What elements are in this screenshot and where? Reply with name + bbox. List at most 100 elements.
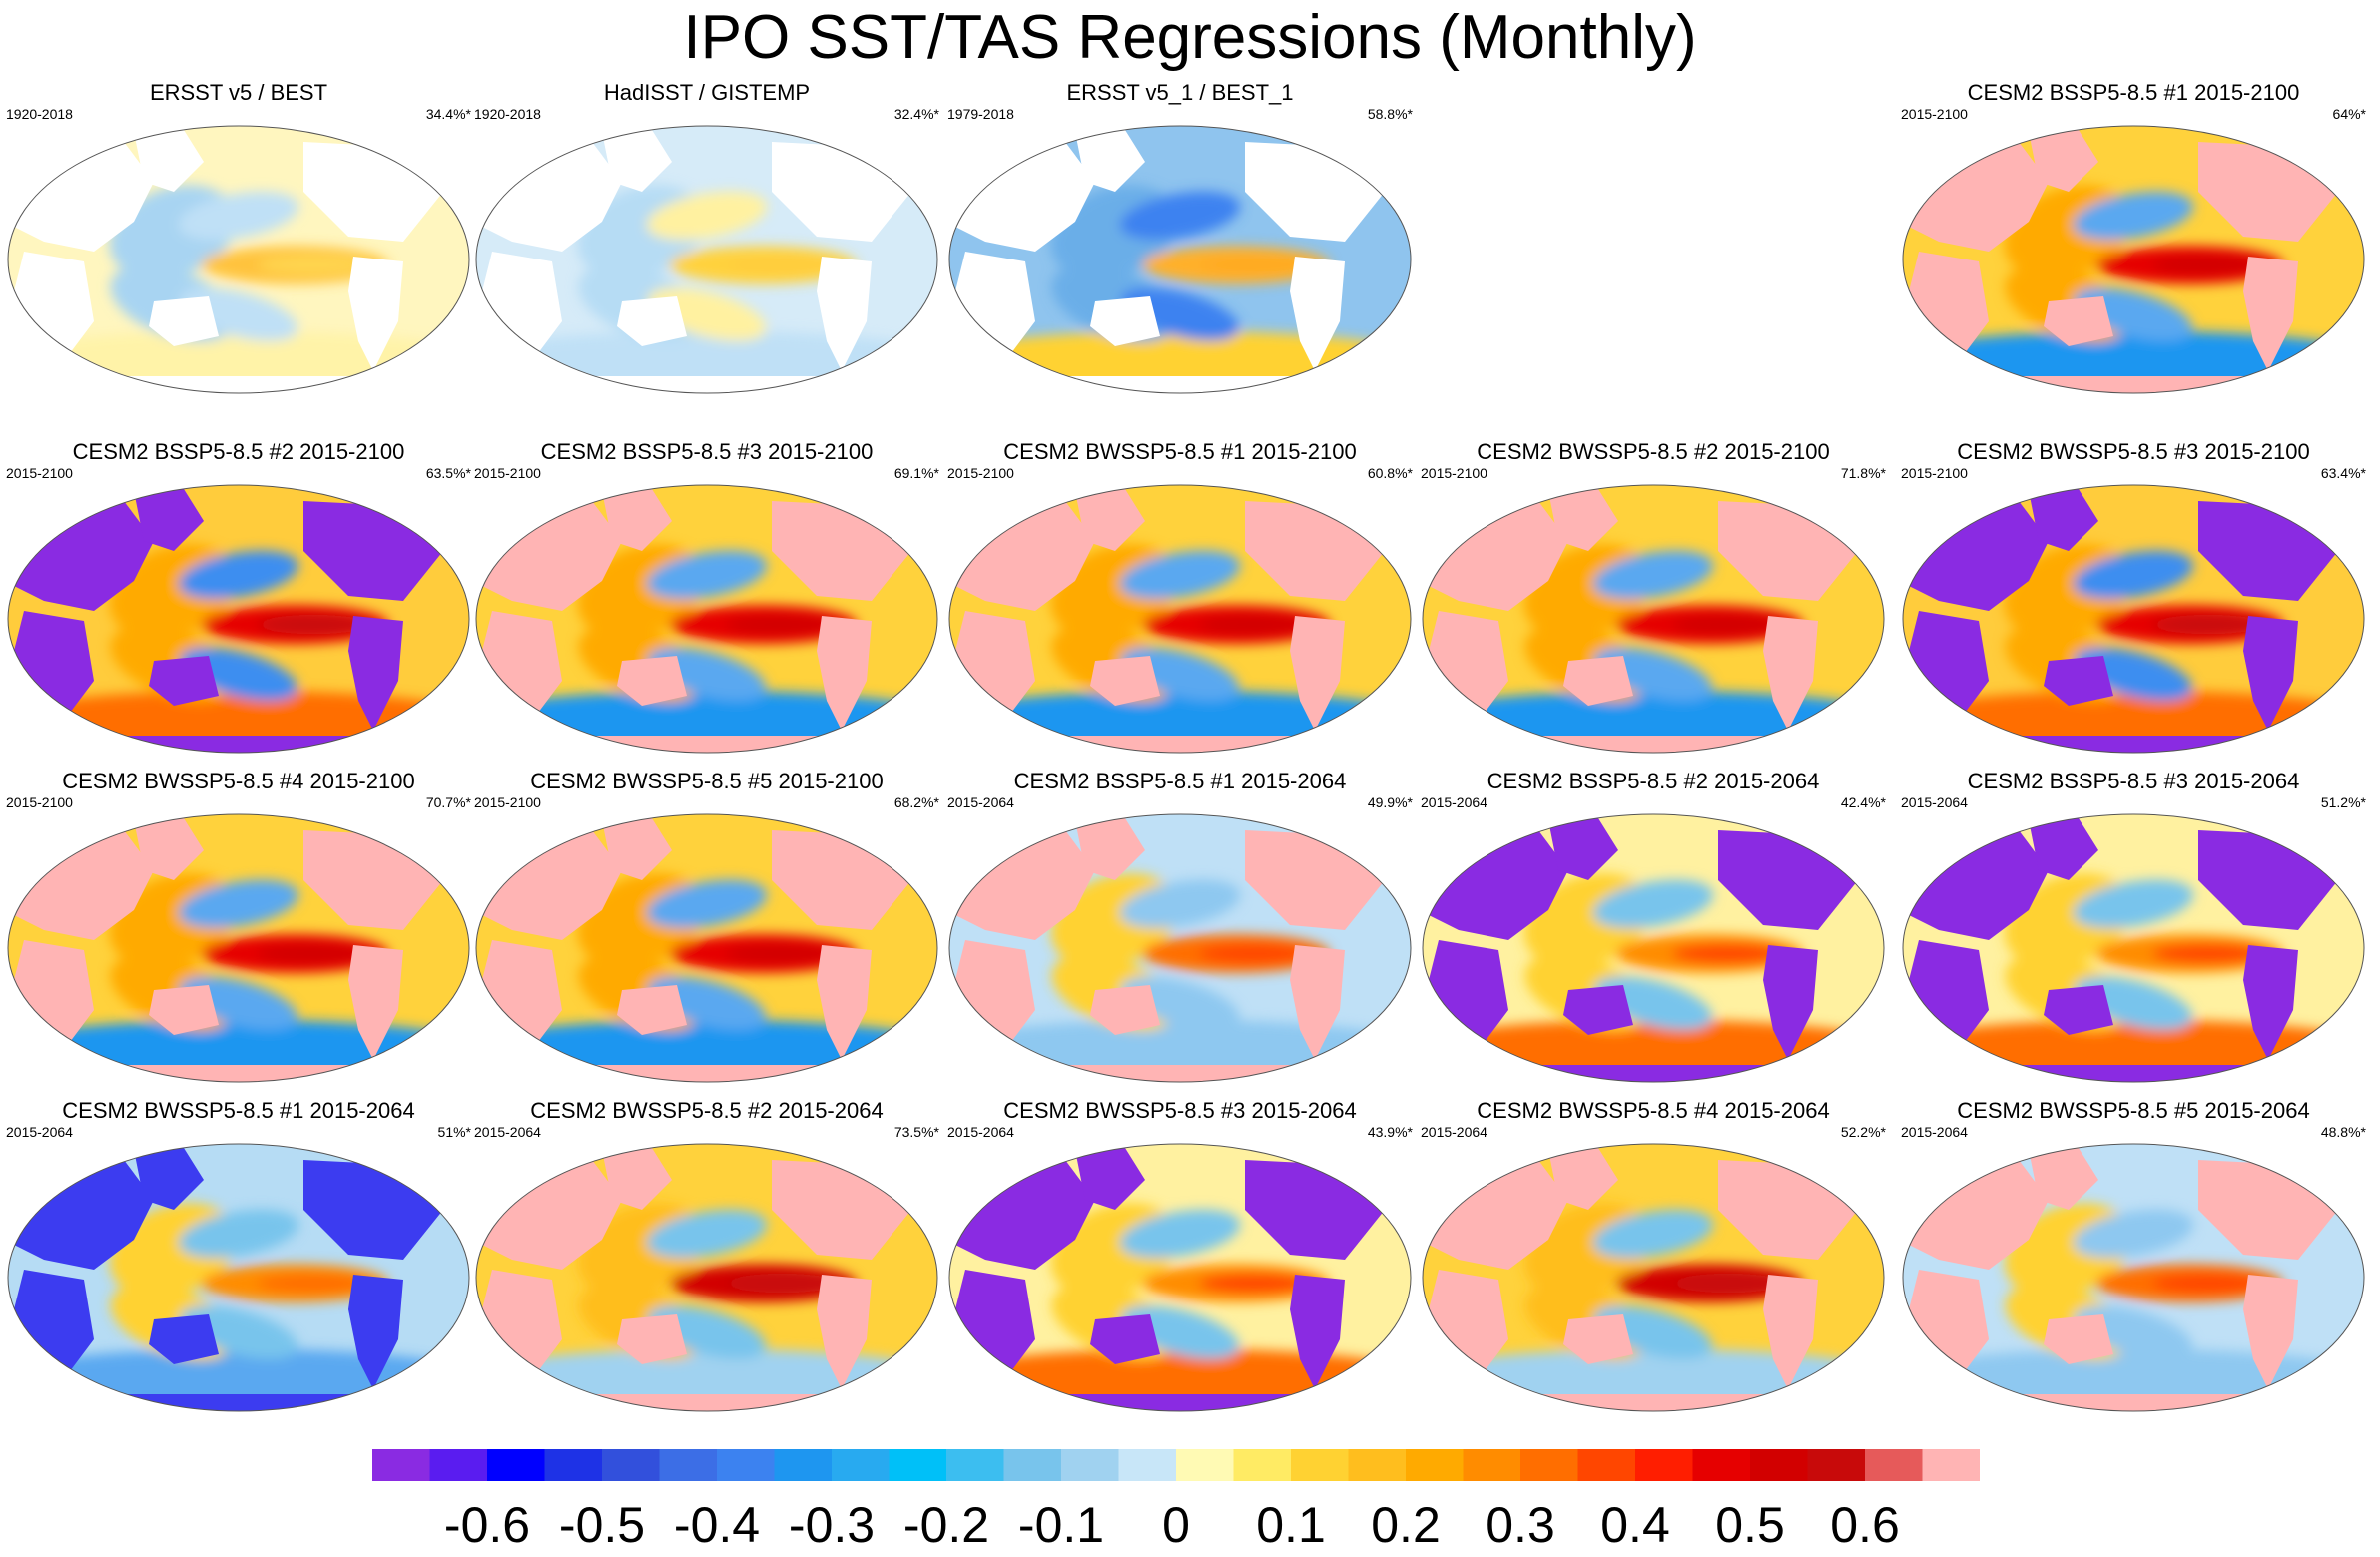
map-image (1902, 813, 2365, 1083)
map-border (1902, 813, 2365, 1083)
land-australia (1090, 1314, 1160, 1364)
colorbar-tick-label: -0.1 (1017, 1497, 1105, 1553)
map-image (475, 484, 938, 754)
panel-variance: 58.8%* (1367, 106, 1413, 122)
panel-period: 2015-2064 (947, 1124, 1014, 1140)
land-australia (1563, 656, 1633, 706)
land-antarctica (476, 1394, 937, 1411)
north-pacific-field (646, 550, 768, 600)
map-panel: ERSST v5 / BEST 1920-2018 34.4%* (4, 80, 473, 397)
land-east-asia (134, 489, 204, 551)
land-east-asia (1075, 1148, 1145, 1210)
colorbar-swatch (602, 1449, 661, 1481)
panel-period: 2015-2064 (6, 1124, 73, 1140)
equatorial-core (257, 255, 370, 275)
equatorial-core (1671, 1273, 1785, 1294)
land-south-america (817, 945, 872, 1060)
north-pacific-field (646, 191, 768, 241)
map-image (948, 813, 1412, 1083)
colorbar-tick-label: 0.2 (1371, 1497, 1441, 1553)
panel-title: CESM2 BWSSP5-8.5 #4 2015-2064 (1477, 1098, 1830, 1123)
land-east-asia (602, 489, 672, 551)
map-panel: CESM2 BWSSP5-8.5 #1 2015-2100 2015-2100 60… (945, 439, 1415, 757)
land-antarctica (8, 736, 469, 753)
panel-title: CESM2 BSSP5-8.5 #3 2015-2100 (540, 439, 874, 464)
panel-variance: 52.2%* (1840, 1124, 1886, 1140)
panel-period: 2015-2100 (1901, 465, 1968, 481)
map-border (7, 813, 470, 1083)
land-antarctica (949, 376, 1411, 393)
map-border (1902, 1143, 2365, 1412)
map-image (475, 813, 938, 1083)
colorbar-swatch (946, 1449, 1005, 1481)
map-panel: CESM2 BSSP5-8.5 #1 2015-2064 2015-2064 49.… (945, 769, 1415, 1086)
map-border (7, 1143, 470, 1412)
land-east-asia (1075, 130, 1145, 192)
map-image (7, 125, 470, 394)
map-border (7, 484, 470, 754)
colorbar-swatch (372, 1449, 431, 1481)
equatorial-core (725, 1273, 839, 1294)
land-east-asia (2029, 818, 2098, 880)
land-antarctica (1903, 376, 2364, 393)
map-panel: CESM2 BWSSP5-8.5 #3 2015-2100 2015-2100 63… (1899, 439, 2368, 757)
map-image (1902, 484, 2365, 754)
land-south-america (2243, 945, 2298, 1060)
land-antarctica (1903, 736, 2364, 753)
colorbar-swatch (1291, 1449, 1350, 1481)
colorbar-swatch (1233, 1449, 1292, 1481)
north-pacific-field (178, 191, 299, 241)
land-east-asia (1548, 1148, 1618, 1210)
land-east-asia (602, 130, 672, 192)
panel-variance: 63.4%* (2320, 465, 2366, 481)
equatorial-core (1198, 255, 1312, 275)
colorbar-swatch (1348, 1449, 1407, 1481)
land-south-america (1290, 945, 1345, 1060)
map-panel: CESM2 BWSSP5-8.5 #4 2015-2100 2015-2100 70… (4, 769, 473, 1086)
land-australia (1090, 296, 1160, 346)
colorbar-swatch (1635, 1449, 1694, 1481)
land-south-america (1290, 257, 1345, 371)
panel-title: CESM2 BSSP5-8.5 #3 2015-2064 (1967, 769, 2300, 793)
panel-period: 2015-2064 (1421, 1124, 1488, 1140)
map-border (948, 1143, 1412, 1412)
panel-period: 2015-2064 (474, 1124, 541, 1140)
equatorial-core (2151, 614, 2265, 635)
colorbar-swatch (429, 1449, 488, 1481)
map-panel: CESM2 BSSP5-8.5 #3 2015-2100 2015-2100 69.… (472, 439, 941, 757)
land-australia (617, 656, 687, 706)
panel-variance: 68.2%* (893, 794, 939, 810)
panel-title: CESM2 BWSSP5-8.5 #2 2015-2100 (1477, 439, 1830, 464)
land-antarctica (476, 1065, 937, 1082)
colorbar-tick-label: 0.5 (1715, 1497, 1785, 1553)
panel-period: 2015-2100 (1901, 106, 1968, 122)
north-pacific-field (1119, 191, 1241, 241)
figure-title: IPO SST/TAS Regressions (Monthly) (683, 3, 1697, 72)
colorbar-swatch (1750, 1449, 1809, 1481)
panel-title: CESM2 BWSSP5-8.5 #3 2015-2100 (1957, 439, 2310, 464)
land-antarctica (1903, 1065, 2364, 1082)
panel-title: HadISST / GISTEMP (603, 80, 811, 105)
land-east-asia (602, 818, 672, 880)
panel-title: CESM2 BSSP5-8.5 #2 2015-2064 (1487, 769, 1820, 793)
colorbar-tick-label: -0.4 (673, 1497, 761, 1553)
map-image (1902, 125, 2365, 394)
map-panel: CESM2 BWSSP5-8.5 #5 2015-2100 2015-2100 68… (472, 769, 941, 1086)
map-image (7, 484, 470, 754)
map-panel: CESM2 BWSSP5-8.5 #2 2015-2100 2015-2100 71… (1419, 439, 1888, 757)
panel-period: 2015-2100 (474, 465, 541, 481)
land-australia (149, 1314, 219, 1364)
land-australia (149, 296, 219, 346)
north-pacific-field (646, 1209, 768, 1259)
land-antarctica (8, 1065, 469, 1082)
land-australia (617, 296, 687, 346)
colorbar-tick-label: 0.6 (1830, 1497, 1900, 1553)
map-border (475, 125, 938, 394)
map-image (948, 125, 1412, 394)
panel-period: 2015-2100 (947, 465, 1014, 481)
colorbar-swatch (1807, 1449, 1866, 1481)
panel-period: 1979-2018 (947, 106, 1014, 122)
equatorial-core (2151, 1273, 2265, 1294)
map-image (948, 484, 1412, 754)
land-south-america (1763, 945, 1818, 1060)
